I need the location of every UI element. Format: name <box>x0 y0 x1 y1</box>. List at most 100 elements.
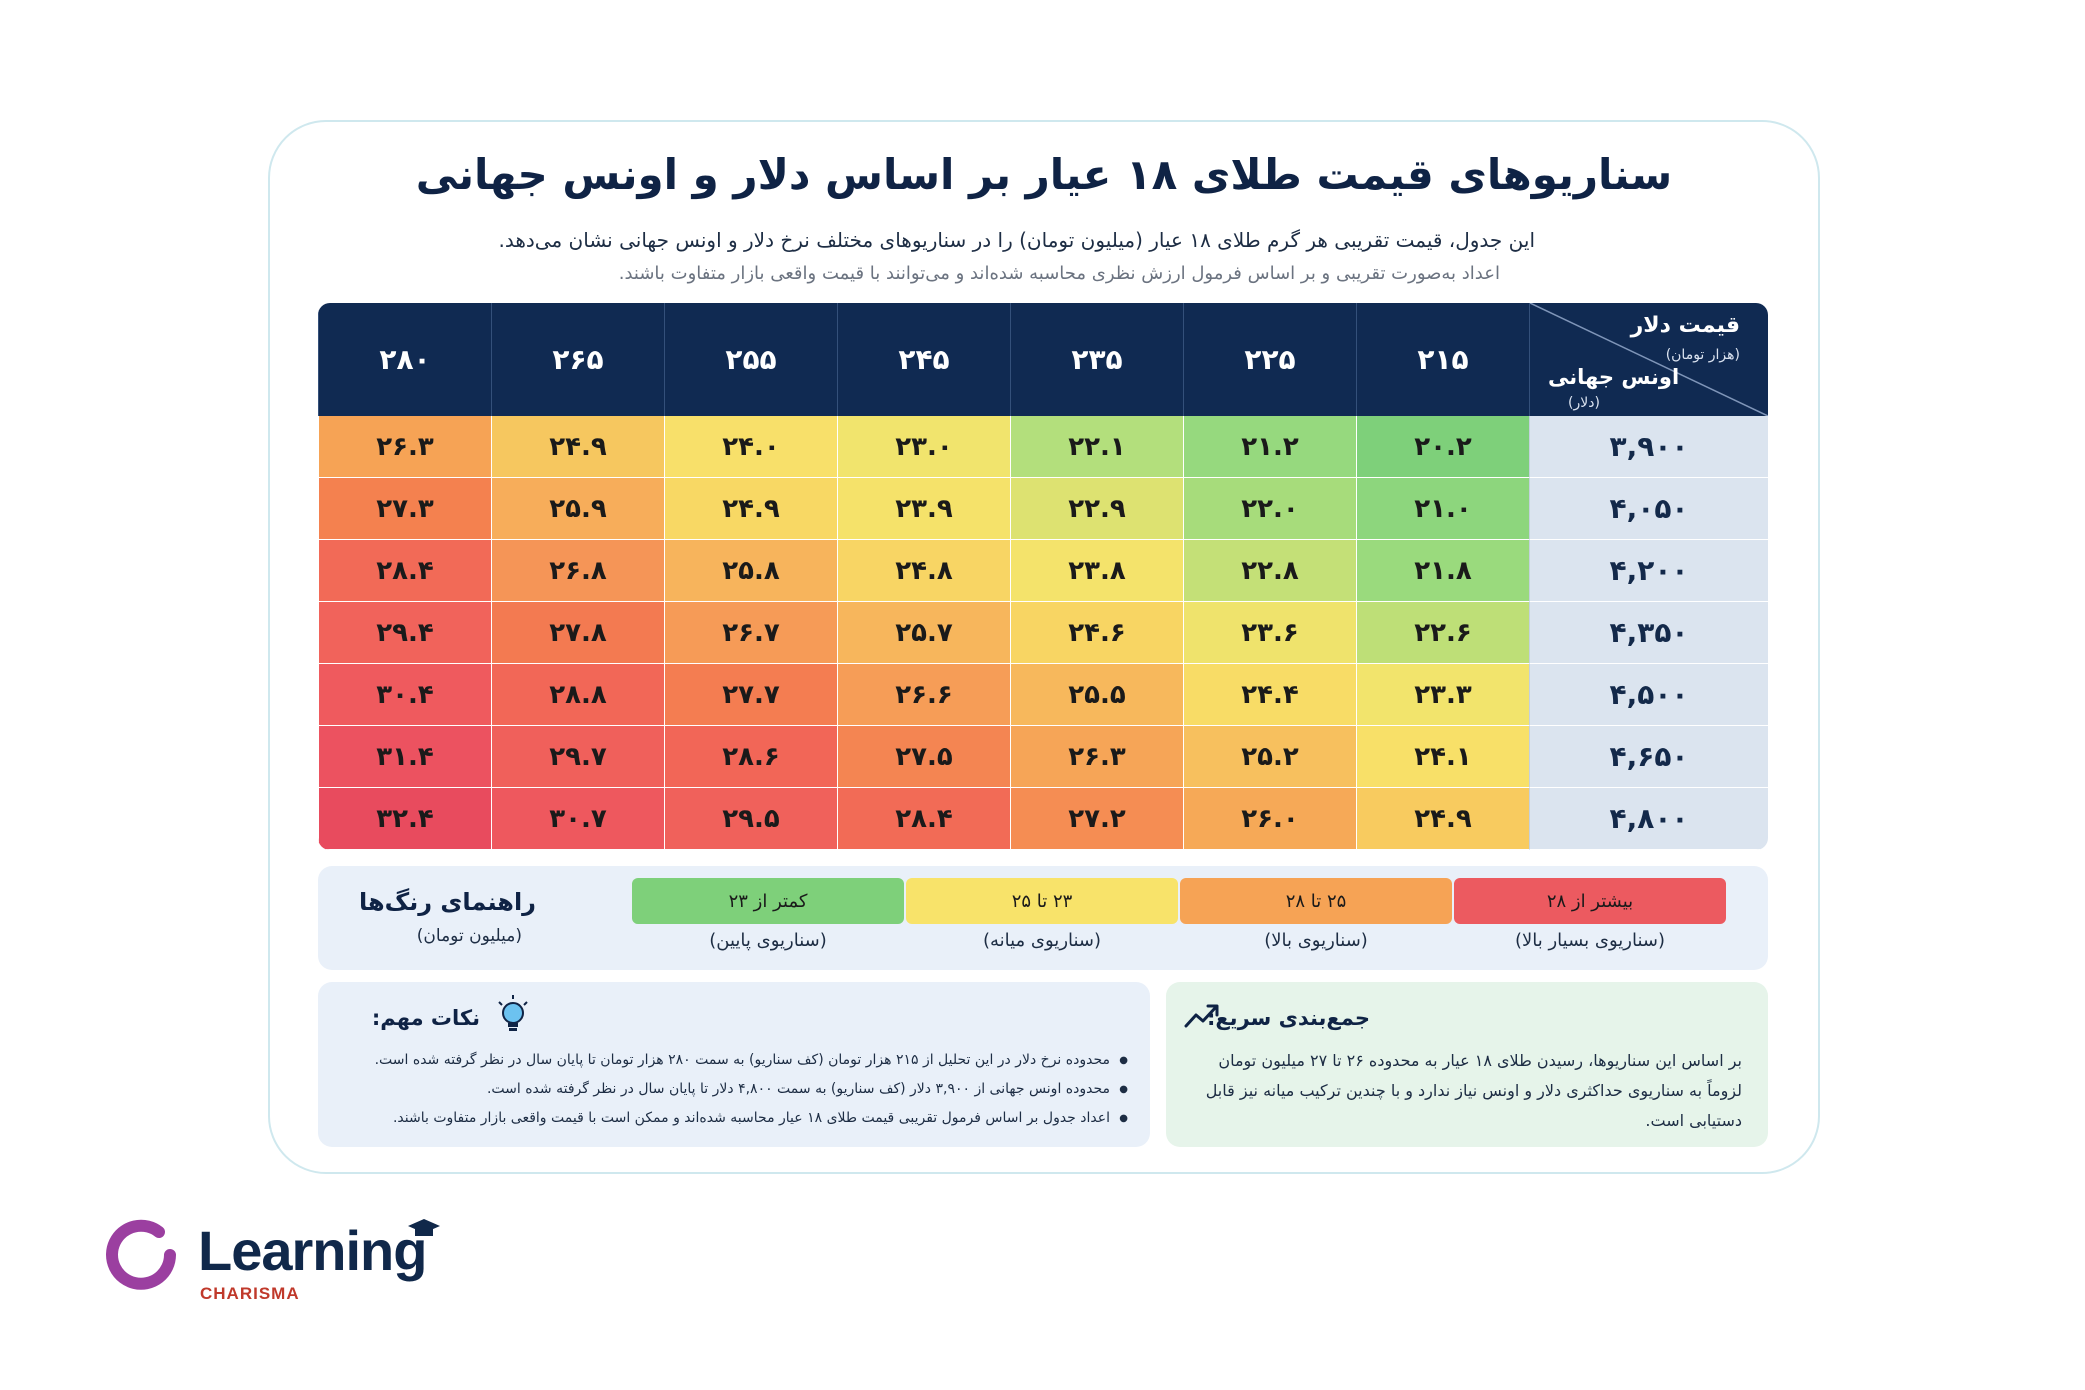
ounce-row-header: ۴,۲۰۰ <box>1529 540 1768 602</box>
legend-title: راهنمای رنگ‌ها <box>359 888 536 916</box>
brand-ring-icon <box>106 1219 176 1290</box>
price-cell: ۲۹.۷ <box>491 726 664 788</box>
price-cell: ۲۶.۸ <box>491 540 664 602</box>
graduation-cap-icon <box>408 1219 440 1236</box>
table-body: ۳,۹۰۰ ۲۰.۲ ۲۱.۲ ۲۲.۱ ۲۳.۰ ۲۴.۰ ۲۴.۹ ۲۶.۳ ۴,۰۵۰ ۲۱… <box>318 416 1768 850</box>
price-cell: ۲۷.۷ <box>664 664 837 726</box>
lightbulb-icon <box>498 995 528 1031</box>
legend-item: کمتر از ۲۳ (سناریوی پایین) <box>632 878 904 958</box>
dollar-column-header: ۲۸۰ <box>318 303 491 416</box>
ounce-row-header: ۴,۰۵۰ <box>1529 478 1768 540</box>
note-item: اعداد جدول بر اساس فرمول تقریبی قیمت طلا… <box>338 1104 1128 1133</box>
brand-name: Learning <box>198 1219 427 1282</box>
ounce-row-header: ۴,۶۵۰ <box>1529 726 1768 788</box>
price-cell: ۲۱.۲ <box>1183 416 1356 478</box>
price-cell: ۲۰.۲ <box>1356 416 1529 478</box>
ounce-axis-label: اونس جهانی <box>1548 365 1680 389</box>
trend-up-icon <box>1184 1004 1219 1028</box>
legend-item: ۲۳ تا ۲۵ (سناریوی میانه) <box>906 878 1178 958</box>
page-title: سناریوهای قیمت طلای ۱۸ عیار بر اساس دلار… <box>415 150 1673 199</box>
table-row: ۴,۰۵۰ ۲۱.۰ ۲۲.۰ ۲۲.۹ ۲۳.۹ ۲۴.۹ ۲۵.۹ ۲۷.۳ <box>318 478 1768 540</box>
ounce-axis-unit: (دلار) <box>1568 395 1600 411</box>
price-cell: ۲۳.۹ <box>837 478 1010 540</box>
subtitle: این جدول، قیمت تقریبی هر گرم طلای ۱۸ عیا… <box>498 228 1535 252</box>
price-cell: ۲۴.۰ <box>664 416 837 478</box>
price-cell: ۲۹.۵ <box>664 788 837 850</box>
dollar-column-header: ۲۱۵ <box>1356 303 1529 416</box>
price-cell: ۲۳.۶ <box>1183 602 1356 664</box>
price-cell: ۲۶.۶ <box>837 664 1010 726</box>
quick-summary-panel: جمع‌بندی سریع: بر اساس این سناریوها، رسی… <box>1166 982 1768 1147</box>
legend-unit: (میلیون تومان) <box>416 926 522 946</box>
price-cell: ۲۶.۳ <box>318 416 491 478</box>
table-row: ۴,۵۰۰ ۲۳.۳ ۲۴.۴ ۲۵.۵ ۲۶.۶ ۲۷.۷ ۲۸.۸ ۳۰.۴ <box>318 664 1768 726</box>
price-cell: ۲۹.۴ <box>318 602 491 664</box>
price-cell: ۲۴.۸ <box>837 540 1010 602</box>
table-corner-cell: قیمت دلار (هزار تومان) اونس جهانی (دلار) <box>1529 303 1768 416</box>
dollar-column-header: ۲۴۵ <box>837 303 1010 416</box>
legend-swatch: کمتر از ۲۳ <box>632 878 904 924</box>
legend-swatch: ۲۵ تا ۲۸ <box>1180 878 1452 924</box>
dollar-column-header: ۲۵۵ <box>664 303 837 416</box>
table-row: ۴,۶۵۰ ۲۴.۱ ۲۵.۲ ۲۶.۳ ۲۷.۵ ۲۸.۶ ۲۹.۷ ۳۱.۴ <box>318 726 1768 788</box>
price-cell: ۲۵.۸ <box>664 540 837 602</box>
price-cell: ۲۶.۳ <box>1010 726 1183 788</box>
summary-text: بر اساس این سناریوها، رسیدن طلای ۱۸ عیار… <box>1205 1051 1742 1130</box>
notes-list: محدوده نرخ دلار در این تحلیل از ۲۱۵ هزار… <box>338 1046 1128 1133</box>
note-item: محدوده اونس جهانی از ۳,۹۰۰ دلار (کف سنار… <box>338 1075 1128 1104</box>
legend-swatch: ۲۳ تا ۲۵ <box>906 878 1178 924</box>
price-cell: ۲۴.۴ <box>1183 664 1356 726</box>
price-cell: ۲۴.۹ <box>1356 788 1529 850</box>
price-scenario-table: قیمت دلار (هزار تومان) اونس جهانی (دلار)… <box>318 303 1768 850</box>
legend-item: ۲۵ تا ۲۸ (سناریوی بالا) <box>1180 878 1452 958</box>
price-cell: ۲۸.۸ <box>491 664 664 726</box>
dollar-axis-label: قیمت دلار <box>1630 313 1740 338</box>
important-notes-panel: نکات مهم: محدوده نرخ دلار در این تحلیل ا… <box>318 982 1150 1147</box>
table-row: ۴,۲۰۰ ۲۱.۸ ۲۲.۸ ۲۳.۸ ۲۴.۸ ۲۵.۸ ۲۶.۸ ۲۸.۴ <box>318 540 1768 602</box>
price-cell: ۲۵.۲ <box>1183 726 1356 788</box>
price-cell: ۲۳.۳ <box>1356 664 1529 726</box>
price-cell: ۲۱.۰ <box>1356 478 1529 540</box>
price-cell: ۲۴.۱ <box>1356 726 1529 788</box>
price-cell: ۲۲.۶ <box>1356 602 1529 664</box>
price-cell: ۲۸.۴ <box>318 540 491 602</box>
legend-item: بیشتر از ۲۸ (سناریوی بسیار بالا) <box>1454 878 1726 958</box>
disclaimer-note: اعداد به‌صورت تقریبی و بر اساس فرمول ارز… <box>618 263 1500 284</box>
price-cell: ۲۸.۴ <box>837 788 1010 850</box>
price-cell: ۳۲.۴ <box>318 788 491 850</box>
price-cell: ۲۶.۷ <box>664 602 837 664</box>
price-cell: ۲۷.۲ <box>1010 788 1183 850</box>
legend-swatch: بیشتر از ۲۸ <box>1454 878 1726 924</box>
table-row: ۴,۸۰۰ ۲۴.۹ ۲۶.۰ ۲۷.۲ ۲۸.۴ ۲۹.۵ ۳۰.۷ ۳۲.۴ <box>318 788 1768 850</box>
price-cell: ۲۷.۸ <box>491 602 664 664</box>
table-row: ۳,۹۰۰ ۲۰.۲ ۲۱.۲ ۲۲.۱ ۲۳.۰ ۲۴.۰ ۲۴.۹ ۲۶.۳ <box>318 416 1768 478</box>
table-row: ۴,۳۵۰ ۲۲.۶ ۲۳.۶ ۲۴.۶ ۲۵.۷ ۲۶.۷ ۲۷.۸ ۲۹.۴ <box>318 602 1768 664</box>
price-cell: ۲۲.۰ <box>1183 478 1356 540</box>
dollar-column-header: ۲۲۵ <box>1183 303 1356 416</box>
legend-caption: (سناریوی بالا) <box>1264 930 1368 951</box>
price-cell: ۲۶.۰ <box>1183 788 1356 850</box>
summary-title: جمع‌بندی سریع: <box>1206 1006 1370 1030</box>
price-cell: ۲۱.۸ <box>1356 540 1529 602</box>
ounce-row-header: ۳,۹۰۰ <box>1529 416 1768 478</box>
price-cell: ۲۳.۰ <box>837 416 1010 478</box>
note-item: محدوده نرخ دلار در این تحلیل از ۲۱۵ هزار… <box>338 1046 1128 1075</box>
price-cell: ۲۵.۵ <box>1010 664 1183 726</box>
price-cell: ۲۴.۹ <box>491 416 664 478</box>
price-cell: ۲۵.۹ <box>491 478 664 540</box>
dollar-axis-unit: (هزار تومان) <box>1665 347 1740 363</box>
legend-caption: (سناریوی میانه) <box>982 930 1102 951</box>
price-cell: ۲۷.۵ <box>837 726 1010 788</box>
legend-caption: (سناریوی بسیار بالا) <box>1514 930 1665 951</box>
dollar-column-header: ۲۶۵ <box>491 303 664 416</box>
price-cell: ۲۲.۹ <box>1010 478 1183 540</box>
price-cell: ۲۷.۳ <box>318 478 491 540</box>
ounce-row-header: ۴,۸۰۰ <box>1529 788 1768 850</box>
price-cell: ۲۴.۹ <box>664 478 837 540</box>
notes-title: نکات مهم: <box>371 1006 480 1030</box>
table-header-row: قیمت دلار (هزار تومان) اونس جهانی (دلار)… <box>318 303 1768 416</box>
diagonal-divider-icon <box>1530 303 1768 416</box>
dollar-column-header: ۲۳۵ <box>1010 303 1183 416</box>
price-cell: ۳۱.۴ <box>318 726 491 788</box>
ounce-row-header: ۴,۳۵۰ <box>1529 602 1768 664</box>
